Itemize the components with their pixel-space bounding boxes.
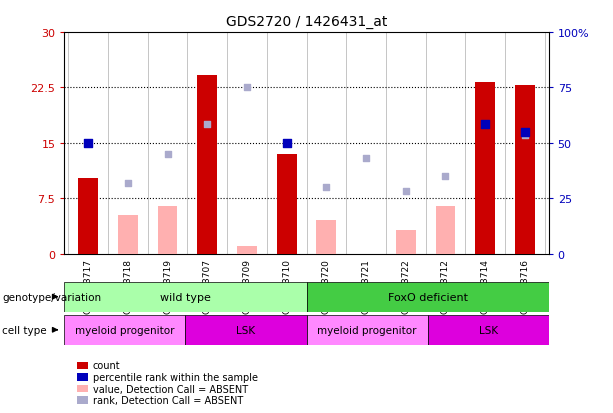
Point — [202, 122, 212, 128]
Text: LSK: LSK — [479, 325, 498, 335]
Point — [242, 85, 252, 92]
Bar — [515, 86, 535, 254]
Bar — [306, 282, 549, 312]
Title: GDS2720 / 1426431_at: GDS2720 / 1426431_at — [226, 15, 387, 29]
Text: myeloid progenitor: myeloid progenitor — [75, 325, 175, 335]
Text: value, Detection Call = ABSENT: value, Detection Call = ABSENT — [93, 384, 248, 394]
Bar — [475, 83, 495, 254]
Point — [162, 151, 172, 158]
Point — [361, 155, 371, 161]
Point — [123, 181, 133, 188]
Text: cell type: cell type — [2, 325, 47, 335]
Bar — [64, 315, 186, 345]
Bar — [276, 154, 297, 254]
Bar — [118, 216, 138, 254]
Text: genotype/variation: genotype/variation — [2, 292, 102, 302]
Text: wild type: wild type — [160, 292, 211, 302]
Bar — [237, 247, 257, 254]
Bar — [427, 315, 549, 345]
Bar — [197, 76, 217, 254]
Point — [282, 140, 292, 147]
Point — [441, 173, 451, 180]
Point — [321, 184, 331, 191]
Bar — [316, 221, 337, 254]
Bar — [396, 230, 416, 254]
Point — [480, 122, 490, 128]
Text: count: count — [93, 361, 120, 370]
Bar — [435, 206, 455, 254]
Text: rank, Detection Call = ABSENT: rank, Detection Call = ABSENT — [93, 395, 243, 405]
Point — [480, 122, 490, 128]
Point — [520, 129, 530, 136]
Text: LSK: LSK — [237, 325, 256, 335]
Text: percentile rank within the sample: percentile rank within the sample — [93, 372, 257, 382]
Text: myeloid progenitor: myeloid progenitor — [318, 325, 417, 335]
Point — [520, 133, 530, 140]
Bar — [78, 179, 98, 254]
Text: FoxO deficient: FoxO deficient — [387, 292, 468, 302]
Point — [83, 140, 93, 147]
Bar — [306, 315, 428, 345]
Bar — [158, 206, 178, 254]
Bar — [64, 282, 306, 312]
Bar — [185, 315, 306, 345]
Point — [401, 188, 411, 195]
